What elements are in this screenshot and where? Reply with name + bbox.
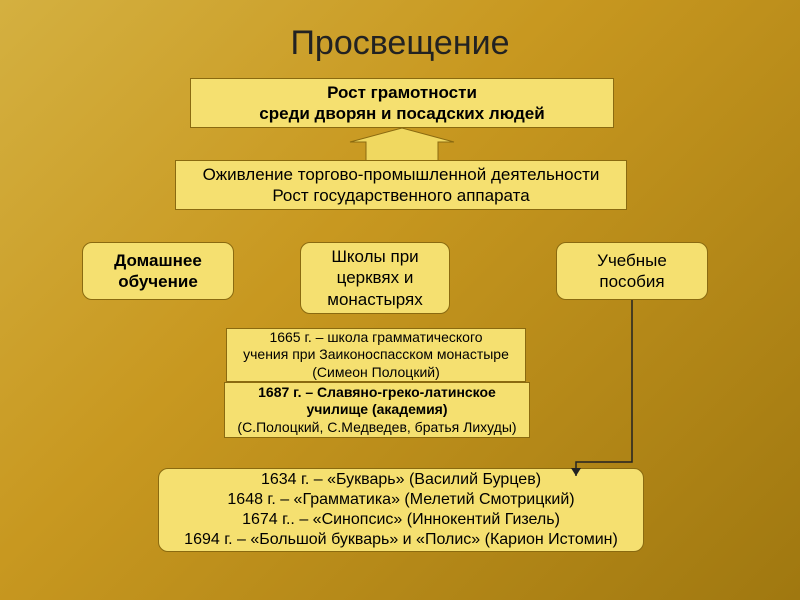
text-line: монастырях [327, 289, 422, 310]
text-line: 1687 г. – Славяно-греко-латинское [258, 384, 496, 402]
text-line: среди дворян и посадских людей [259, 103, 544, 124]
text-line: 1674 г.. – «Синопсис» (Иннокентий Гизель… [242, 510, 560, 530]
text-line: Оживление торгово-промышленной деятельно… [203, 164, 600, 185]
box-school-1687: 1687 г. – Славяно-греко-латинское училищ… [224, 382, 530, 438]
text-line: Домашнее [114, 250, 202, 271]
text-line: Учебные [597, 250, 667, 271]
box-school-1665: 1665 г. – школа грамматического учения п… [226, 328, 526, 382]
box-literacy-growth: Рост грамотности среди дворян и посадски… [190, 78, 614, 128]
text-line: Школы при [331, 246, 418, 267]
box-books-list: 1634 г. – «Букварь» (Василий Бурцев) 164… [158, 468, 644, 552]
text-line: училище (академия) [306, 401, 447, 419]
text-line: 1634 г. – «Букварь» (Василий Бурцев) [261, 470, 541, 490]
text-line: учения при Заиконоспасском монастыре [243, 346, 509, 364]
text-line: 1694 г. – «Большой букварь» и «Полис» (К… [184, 530, 618, 550]
text-line: Рост грамотности [327, 82, 477, 103]
box-causes: Оживление торгово-промышленной деятельно… [175, 160, 627, 210]
text-line: пособия [599, 271, 664, 292]
slide-title: Просвещение [0, 0, 800, 73]
box-home-education: Домашнее обучение [82, 242, 234, 300]
box-teaching-manuals: Учебные пособия [556, 242, 708, 300]
text-line: обучение [118, 271, 198, 292]
text-line: Рост государственного аппарата [272, 185, 529, 206]
text-line: 1665 г. – школа грамматического [269, 329, 482, 347]
text-line: (Симеон Полоцкий) [312, 364, 440, 382]
text-line: (С.Полоцкий, С.Медведев, братья Лихуды) [237, 419, 516, 437]
box-church-schools: Школы при церквях и монастырях [300, 242, 450, 314]
text-line: 1648 г. – «Грамматика» (Мелетий Смотрицк… [227, 490, 574, 510]
text-line: церквях и [337, 267, 414, 288]
